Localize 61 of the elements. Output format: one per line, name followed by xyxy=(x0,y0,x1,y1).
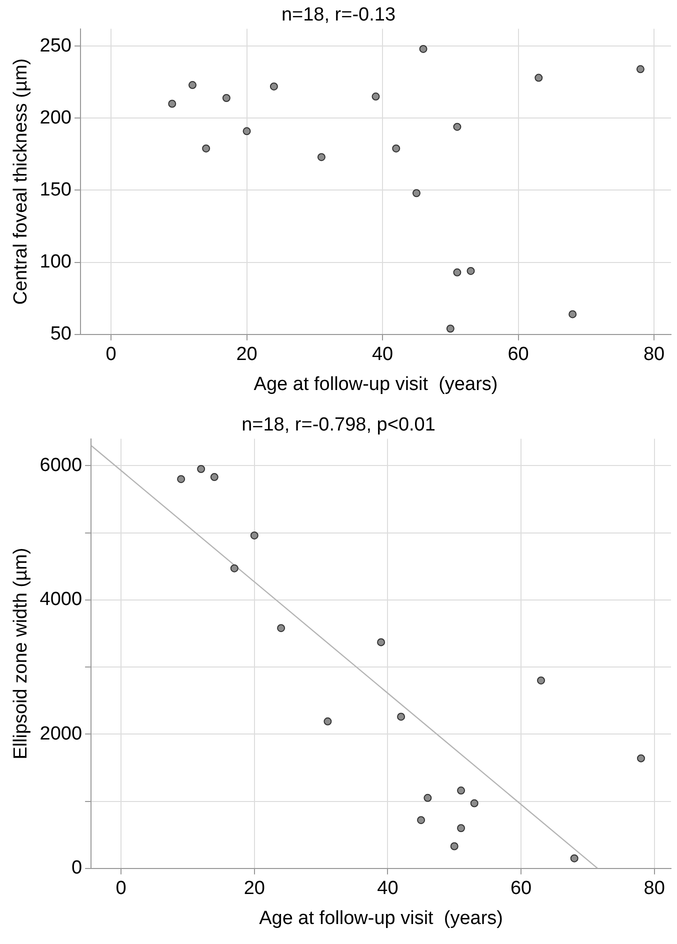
x-tick-label: 60 xyxy=(508,344,529,366)
point xyxy=(317,153,326,162)
y-tick-label: 6000 xyxy=(40,454,82,476)
x-tick-label: 0 xyxy=(116,878,126,900)
point xyxy=(372,92,380,101)
point xyxy=(377,638,386,646)
point xyxy=(392,144,400,152)
point xyxy=(457,786,466,795)
y-tick-label: 0 xyxy=(71,858,82,879)
point xyxy=(168,100,176,108)
point xyxy=(453,122,462,131)
point xyxy=(324,717,332,726)
y-tick-label: 4000 xyxy=(40,589,82,610)
point xyxy=(466,266,475,275)
point xyxy=(419,44,428,53)
y-tick-label: 250 xyxy=(40,35,72,56)
point xyxy=(242,127,251,136)
point xyxy=(534,74,543,82)
x-tick-label: 20 xyxy=(236,344,258,366)
x-axis-title: Age at follow-up visit (years) xyxy=(259,908,503,929)
point xyxy=(230,564,238,572)
x-tick-label: 20 xyxy=(244,878,265,900)
y-tick-label: 2000 xyxy=(40,723,82,744)
point xyxy=(412,189,420,198)
point xyxy=(270,82,278,90)
x-tick-label: 40 xyxy=(377,878,398,900)
x-tick-label: 60 xyxy=(510,878,532,900)
point xyxy=(637,754,646,762)
point xyxy=(210,473,218,482)
point xyxy=(177,475,186,484)
point xyxy=(197,465,206,474)
point xyxy=(570,854,578,862)
x-tick-label: 40 xyxy=(372,344,394,366)
point xyxy=(457,824,466,832)
y-tick-label: 100 xyxy=(40,252,72,273)
y-tick-label: 200 xyxy=(40,107,72,128)
x-tick-label: 80 xyxy=(644,878,665,900)
point xyxy=(417,816,426,824)
point xyxy=(636,65,644,74)
point xyxy=(568,310,577,318)
point xyxy=(277,624,286,632)
y-axis-title: Central foveal thickness (µm) xyxy=(10,58,32,305)
point xyxy=(424,794,432,802)
point xyxy=(453,268,462,276)
point xyxy=(222,94,230,102)
y-axis-title: Ellipsoid zone width (µm) xyxy=(10,548,32,760)
point xyxy=(188,81,196,90)
point xyxy=(250,531,258,540)
chart-title: n=18, r=-0.13 xyxy=(281,4,396,26)
point xyxy=(397,712,406,721)
point xyxy=(202,144,210,152)
point xyxy=(450,842,458,850)
chart-title: n=18, r=-0.798, p<0.01 xyxy=(242,414,436,436)
y-tick-label: 150 xyxy=(40,179,72,200)
x-axis-title: Age at follow-up visit (years) xyxy=(254,374,498,395)
x-tick-label: 0 xyxy=(106,344,116,366)
point xyxy=(446,324,454,333)
point xyxy=(470,799,478,808)
x-tick-label: 80 xyxy=(643,344,665,366)
point xyxy=(537,676,546,684)
y-tick-label: 50 xyxy=(50,324,72,345)
